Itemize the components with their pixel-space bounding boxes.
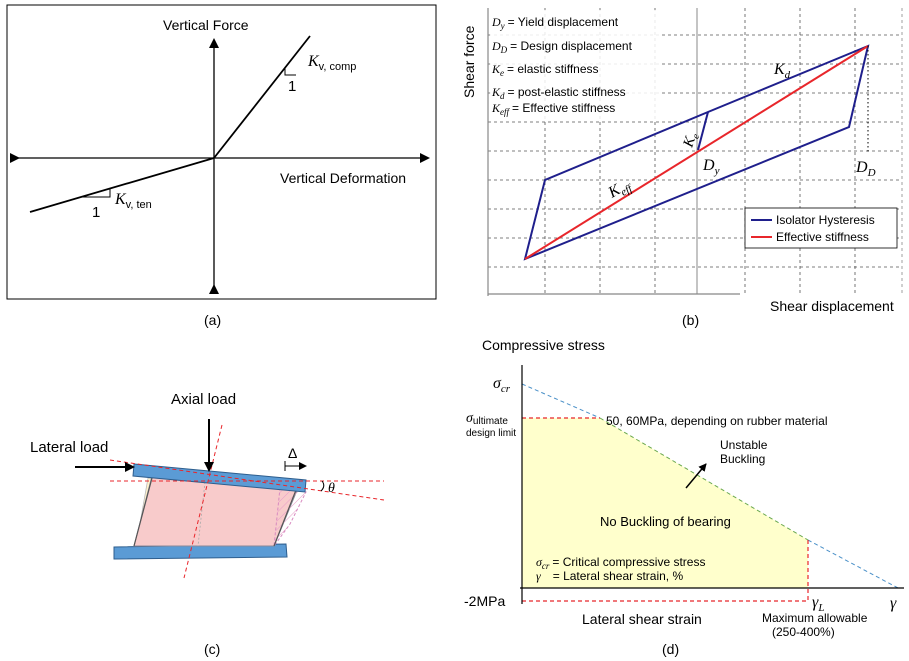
axial-dashed-line	[183, 424, 223, 579]
panel-b-definitions: Dy = Yield displacement DD = Design displa…	[490, 10, 660, 120]
panel-c-caption: (c)	[204, 641, 220, 657]
k-ten-label: Kv, ten	[114, 191, 152, 211]
panel-b-y-axis-label: Shear force	[461, 25, 477, 98]
theta-label: θ	[328, 481, 335, 496]
def-dd: DD = Design displacement	[491, 39, 633, 55]
top-plate	[132, 463, 307, 493]
elastic-stiffness-segment	[697, 111, 709, 151]
ke-label: Ke	[680, 130, 702, 151]
no-buckling-region	[522, 418, 808, 588]
unstable-label-1: Unstable	[720, 438, 768, 452]
slope-one-comp: 1	[288, 78, 296, 95]
panel-b-legend: Isolator Hysteresis Effective stiffness	[744, 207, 898, 249]
panel-a: Vertical Force Vertical Deformation Kv, …	[6, 4, 437, 328]
panel-d-x-axis-label: Lateral shear strain	[582, 611, 702, 627]
isolator-hysteresis-loop	[523, 44, 870, 261]
panel-c: Axial load Lateral load Δ θ (c)	[30, 391, 385, 657]
panel-d-y-axis-label: Compressive stress	[482, 337, 605, 353]
dd-label: DD	[855, 159, 876, 179]
def-gamma: γ = Lateral shear strain, %	[536, 569, 683, 583]
panel-b-x-axis-label: Shear displacement	[770, 298, 894, 314]
no-buckling-label: No Buckling of bearing	[600, 514, 731, 529]
def-dy: Dy = Yield displacement	[491, 15, 619, 31]
panel-a-x-axis-label: Vertical Deformation	[280, 170, 406, 186]
effective-stiffness-line	[524, 45, 869, 260]
k-comp-label: Kv, comp	[307, 53, 356, 73]
panel-a-caption: (a)	[204, 312, 221, 328]
axial-load-label: Axial load	[171, 391, 236, 408]
slope-one-ten: 1	[92, 204, 100, 221]
sigma-cr-label: σcr	[493, 375, 511, 395]
buckling-boundary-blue-1	[521, 383, 601, 419]
panel-a-frame	[6, 4, 437, 300]
def-kd: Kd = post-elastic stiffness	[491, 85, 626, 101]
minus-2mpa-label: -2MPa	[464, 593, 505, 609]
max-allowable-line1: Maximum allowable	[762, 611, 868, 625]
def-keff: Keff = Effective stiffness	[491, 101, 615, 117]
buckling-boundary-blue-2	[807, 539, 899, 589]
rubber-note: 50, 60MPa, depending on rubber material	[606, 414, 827, 428]
sigma-ult-label: σultimate	[466, 411, 508, 427]
tension-stiffness-line	[29, 157, 215, 213]
legend-label-hysteresis: Isolator Hysteresis	[776, 213, 875, 227]
sigma-ult-line2: design limit	[466, 428, 516, 439]
panel-b-caption: (b)	[682, 312, 699, 328]
dy-label: Dy	[702, 157, 720, 177]
legend-label-effective: Effective stiffness	[776, 230, 869, 244]
gamma-l-label: γL	[812, 594, 824, 614]
def-sigma-cr: σcr = Critical compressive stress	[536, 555, 705, 571]
slope-triangle-ten	[82, 189, 111, 198]
def-ke: Ke = elastic stiffness	[491, 62, 599, 78]
theta-arc	[320, 480, 325, 492]
lateral-load-label: Lateral load	[30, 439, 108, 456]
compression-stiffness-line	[213, 35, 311, 159]
panel-d: Compressive stress σcr σultimate design …	[464, 337, 904, 657]
buckling-boundary-green	[599, 417, 809, 541]
bearing-right-edge	[273, 489, 297, 547]
unstable-label-2: Buckling	[720, 452, 765, 466]
unstable-arrow	[685, 463, 707, 489]
kd-label: Kd	[773, 61, 791, 81]
panel-a-y-axis-label: Vertical Force	[163, 17, 249, 33]
delta-label: Δ	[288, 445, 297, 461]
panel-d-caption: (d)	[662, 641, 679, 657]
panel-b: Kd Ke Keff Dy DD Dy = Yield displacement …	[461, 8, 903, 328]
bearing-midline	[197, 481, 206, 547]
max-allowable-line2: (250-400%)	[772, 625, 835, 639]
gamma-axis-label: γ	[890, 595, 897, 612]
bearing-left-edge	[133, 477, 153, 547]
slope-triangle-comp	[284, 68, 296, 76]
